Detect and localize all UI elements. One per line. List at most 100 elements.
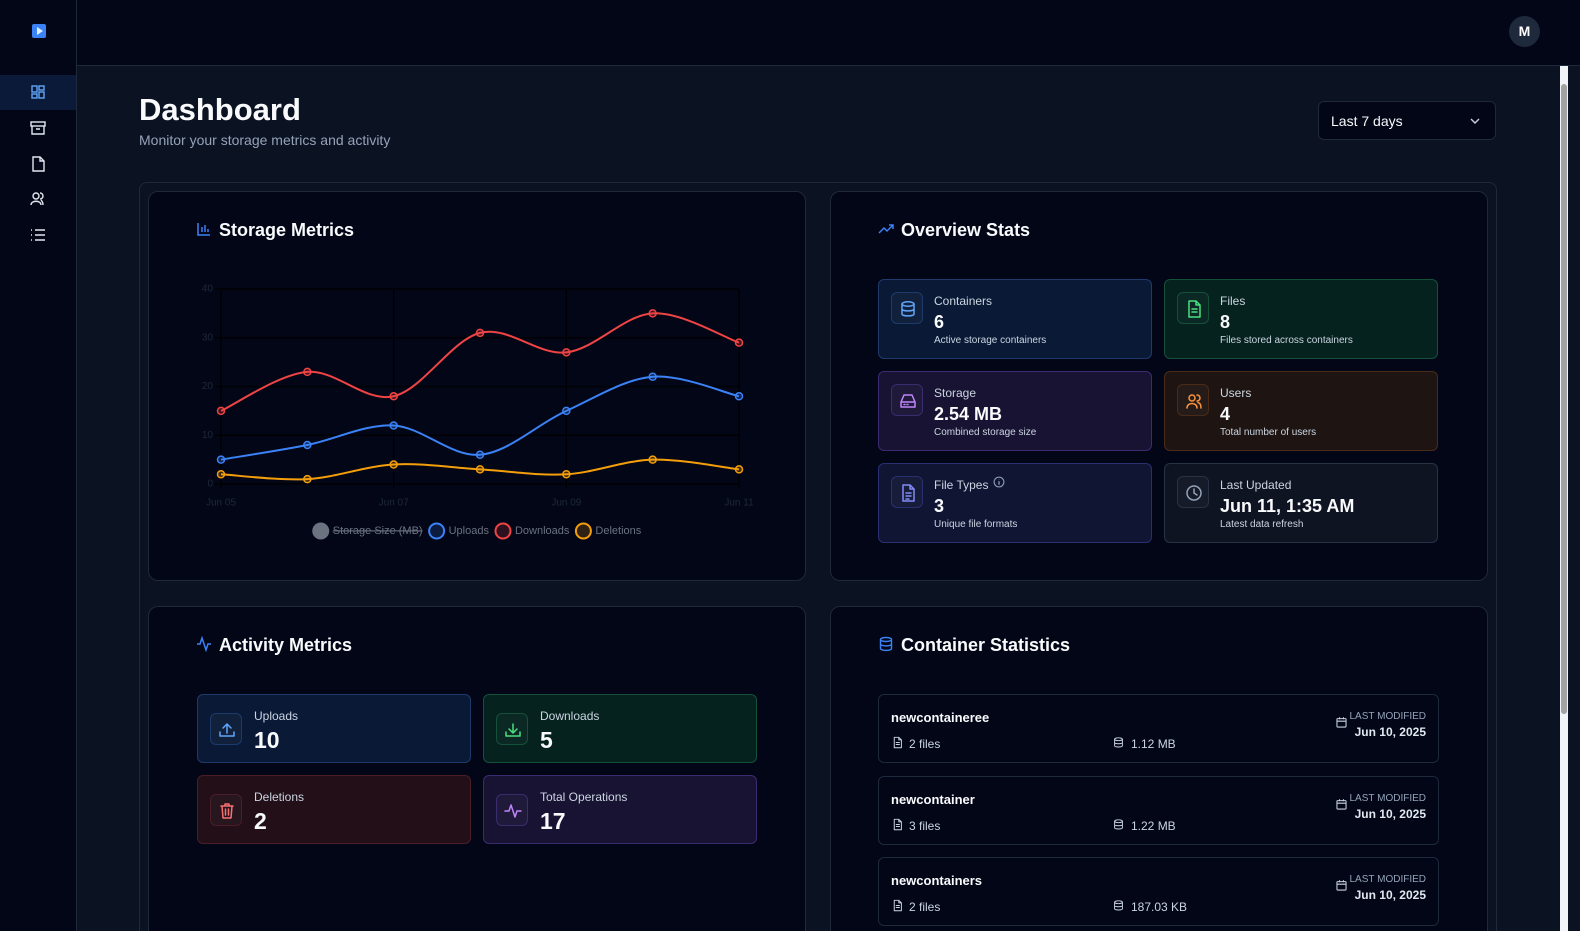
stat-note: Latest data refresh bbox=[1220, 519, 1304, 530]
activity-card: Total Operations 17 bbox=[483, 775, 757, 844]
stat-icon-box bbox=[891, 292, 923, 324]
activity-icon-box bbox=[496, 713, 528, 745]
legend-label[interactable]: Downloads bbox=[515, 525, 570, 537]
stat-icon-box bbox=[891, 476, 923, 508]
top-bar bbox=[77, 0, 1580, 66]
data-point bbox=[216, 455, 226, 464]
data-point bbox=[734, 392, 744, 401]
file-icon bbox=[893, 899, 902, 912]
stat-note: Total number of users bbox=[1220, 427, 1317, 438]
stat-icon-box bbox=[891, 384, 923, 416]
stat-note: Combined storage size bbox=[934, 427, 1037, 438]
activity-icon bbox=[219, 723, 235, 737]
modified-label: LAST MODIFIED bbox=[1349, 874, 1427, 885]
activity-card: Deletions 2 bbox=[197, 775, 471, 844]
modified-date: Jun 10, 2025 bbox=[1354, 806, 1426, 821]
logo-play bbox=[37, 27, 43, 35]
nav-users[interactable] bbox=[30, 192, 44, 206]
nav-logs[interactable] bbox=[31, 229, 45, 241]
legend-label[interactable]: Uploads bbox=[449, 525, 490, 537]
data-point bbox=[303, 367, 312, 377]
data-point bbox=[648, 309, 657, 318]
stat-note: Files stored across containers bbox=[1220, 335, 1353, 346]
nav-dashboard[interactable] bbox=[31, 85, 45, 99]
container-row[interactable]: newcontainers 2 files 187.03 KB LAST MODIFIE… bbox=[878, 857, 1439, 926]
activity-label: Deletions bbox=[254, 790, 305, 804]
calendar-icon bbox=[1336, 798, 1347, 810]
modified-label: LAST MODIFIED bbox=[1349, 711, 1427, 722]
stat-icon bbox=[901, 301, 915, 317]
container-row[interactable]: newcontaineree 2 files 1.12 MB LAST MODIFIED… bbox=[878, 694, 1439, 763]
data-point bbox=[216, 406, 226, 416]
range-text: Last 7 days bbox=[1331, 113, 1403, 129]
legend-swatch[interactable] bbox=[494, 522, 512, 540]
stat-value: 6 bbox=[934, 312, 945, 332]
y-tick-label: 20 bbox=[202, 381, 214, 392]
file-label: files bbox=[919, 900, 941, 914]
data-point bbox=[303, 440, 312, 450]
file-label: files bbox=[919, 737, 941, 751]
legend-swatch[interactable] bbox=[574, 522, 592, 540]
size-icon bbox=[1114, 900, 1123, 911]
container-size: 1.12 MB bbox=[1131, 737, 1176, 751]
overview-icon bbox=[878, 224, 894, 234]
info-icon bbox=[993, 476, 1005, 488]
data-point bbox=[562, 406, 571, 416]
stat-icon bbox=[1186, 485, 1202, 501]
stat-label: Storage bbox=[934, 386, 977, 400]
file-label: files bbox=[919, 818, 941, 833]
activity-icon bbox=[220, 803, 234, 819]
activity-value: 5 bbox=[540, 727, 553, 753]
container-name: newcontaineree bbox=[891, 710, 990, 725]
container-name: newcontainer bbox=[891, 791, 975, 807]
calendar-icon bbox=[1336, 880, 1347, 891]
nav-containers[interactable] bbox=[30, 121, 46, 135]
container-row[interactable]: newcontainer 3 files 1.22 MB LAST MODIFIED Ju… bbox=[878, 775, 1439, 845]
stat-label: File Types bbox=[934, 478, 989, 492]
x-tick-label: Jun 11 bbox=[724, 498, 754, 509]
stat-value: 8 bbox=[1220, 312, 1231, 332]
stat-card: File Types 3 Unique file formats bbox=[878, 463, 1152, 543]
data-point bbox=[734, 338, 744, 347]
series-line bbox=[220, 458, 740, 481]
stat-note: Unique file formats bbox=[934, 519, 1018, 530]
nav-files[interactable] bbox=[32, 156, 45, 172]
file-icon bbox=[893, 818, 902, 830]
card-title: Container Statistics bbox=[901, 635, 1071, 655]
legend-swatch[interactable] bbox=[428, 522, 446, 540]
avatar[interactable]: M bbox=[1509, 16, 1540, 47]
legend-label[interactable]: Storage Size (MB) bbox=[333, 525, 423, 537]
data-point bbox=[389, 421, 398, 430]
range-select[interactable]: Last 7 days bbox=[1318, 101, 1496, 140]
file-count: 2 bbox=[909, 900, 916, 914]
stat-card: Containers 6 Active storage containers bbox=[878, 279, 1152, 359]
modified-date: Jun 10, 2025 bbox=[1354, 725, 1426, 739]
size-icon bbox=[1114, 737, 1123, 748]
legend-label[interactable]: Deletions bbox=[595, 525, 641, 537]
series-line bbox=[220, 312, 740, 412]
activity-card: Uploads 10 bbox=[197, 694, 471, 763]
page-subtitle: Monitor your storage metrics and activit… bbox=[139, 132, 391, 148]
data-point bbox=[648, 372, 657, 381]
y-tick-label: 0 bbox=[207, 479, 213, 490]
file-icon bbox=[893, 736, 902, 749]
activity-icon bbox=[505, 723, 521, 737]
data-point bbox=[389, 392, 398, 401]
stat-label: Last Updated bbox=[1220, 478, 1292, 492]
data-point bbox=[475, 465, 485, 474]
container-size: 187.03 KB bbox=[1131, 900, 1188, 914]
stat-icon bbox=[1188, 300, 1201, 318]
legend-swatch[interactable] bbox=[312, 522, 330, 540]
size-icon bbox=[1114, 818, 1123, 829]
activity-icon-box bbox=[210, 794, 242, 826]
stat-card: Files 8 Files stored across containers bbox=[1164, 279, 1438, 359]
file-count: 3 bbox=[909, 818, 916, 833]
sidebar bbox=[0, 0, 77, 931]
containers-icon bbox=[879, 636, 893, 652]
activity-value: 17 bbox=[540, 808, 566, 834]
stat-label: Users bbox=[1220, 386, 1252, 400]
file-count: 2 bbox=[909, 737, 916, 751]
stat-icon-box bbox=[1177, 292, 1209, 324]
card-title: Overview Stats bbox=[901, 220, 1031, 240]
